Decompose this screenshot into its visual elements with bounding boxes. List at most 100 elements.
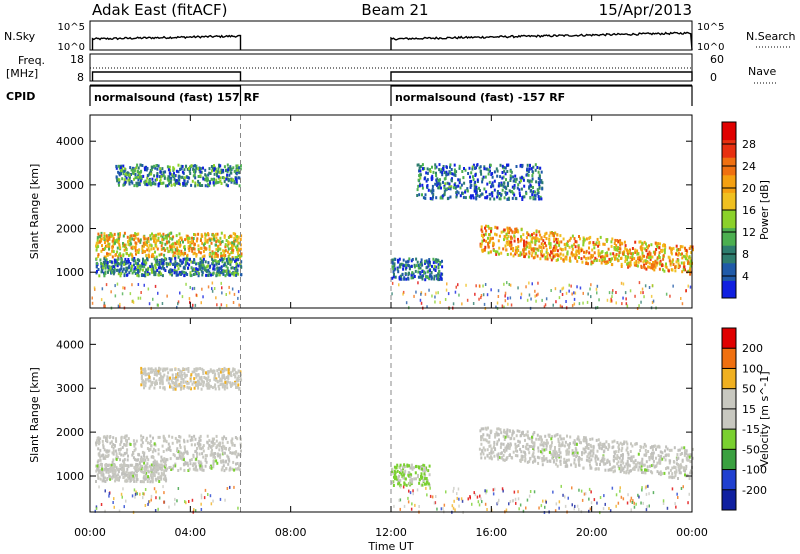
data-cell	[200, 462, 203, 466]
data-cell	[403, 482, 406, 486]
data-cell	[197, 459, 200, 463]
data-cell	[559, 444, 562, 448]
data-cell	[439, 262, 442, 266]
data-cell	[455, 193, 458, 197]
data-cell	[226, 440, 229, 444]
data-cell	[686, 258, 689, 262]
data-cell	[626, 446, 629, 450]
data-cell	[408, 271, 410, 275]
data-cell	[221, 374, 224, 378]
data-cell	[215, 434, 218, 438]
data-cell	[205, 454, 208, 458]
data-cell	[591, 437, 594, 441]
data-cell	[124, 286, 126, 290]
data-cell	[667, 269, 670, 273]
data-cell	[221, 436, 224, 440]
data-cell	[173, 454, 176, 458]
data-cell	[576, 259, 579, 263]
data-cell	[583, 255, 586, 259]
data-cell	[195, 465, 197, 469]
data-cell	[453, 171, 456, 175]
data-cell	[122, 172, 125, 176]
data-cell	[458, 166, 461, 170]
data-cell	[635, 442, 638, 446]
data-cell	[510, 243, 513, 247]
data-cell	[451, 172, 454, 176]
data-cell	[172, 263, 175, 266]
data-cell	[163, 437, 166, 441]
data-cell	[536, 237, 539, 241]
data-cell	[616, 239, 619, 242]
data-cell	[437, 263, 440, 267]
data-cell	[202, 243, 205, 247]
data-cell	[531, 191, 534, 194]
data-cell	[172, 387, 175, 391]
data-cell	[536, 247, 539, 251]
data-cell	[168, 445, 171, 449]
data-cell	[439, 170, 442, 174]
data-cell	[135, 458, 138, 462]
data-cell	[530, 179, 533, 183]
data-cell	[601, 442, 604, 446]
data-cell	[630, 252, 633, 256]
data-cell	[684, 469, 686, 473]
data-cell	[199, 377, 202, 381]
data-cell	[237, 241, 240, 245]
data-cell	[211, 448, 213, 452]
data-cell	[184, 375, 187, 379]
data-cell	[613, 242, 616, 245]
data-cell	[151, 270, 153, 274]
data-cell	[146, 257, 148, 261]
data-cell	[504, 166, 507, 170]
data-cell	[136, 258, 139, 262]
data-cell	[559, 289, 562, 293]
data-cell	[144, 274, 147, 278]
data-cell	[559, 247, 562, 251]
data-cell	[239, 377, 242, 380]
data-cell	[675, 252, 678, 256]
data-cell	[684, 246, 686, 250]
data-cell	[135, 250, 138, 254]
data-cell	[220, 255, 223, 258]
data-cell	[419, 176, 422, 180]
data-cell	[157, 266, 160, 270]
data-cell	[683, 446, 686, 450]
data-cell	[234, 232, 237, 236]
data-cell	[420, 472, 423, 476]
data-cell	[527, 447, 530, 451]
data-cell	[461, 170, 464, 173]
data-cell	[505, 457, 508, 461]
data-cell	[212, 462, 215, 466]
data-cell	[240, 252, 243, 256]
data-cell	[178, 374, 181, 378]
data-cell	[186, 461, 189, 465]
data-cell	[466, 189, 469, 193]
data-cell	[426, 178, 429, 182]
data-cell	[164, 460, 167, 464]
data-cell	[627, 255, 629, 259]
data-cell	[170, 468, 173, 471]
data-cell	[441, 171, 444, 174]
data-cell	[198, 264, 201, 268]
data-cell	[421, 193, 423, 197]
data-cell	[181, 373, 184, 377]
data-cell	[200, 466, 203, 470]
data-cell	[207, 232, 209, 236]
data-cell	[102, 446, 105, 449]
data-cell	[214, 372, 217, 376]
data-cell	[522, 178, 525, 182]
data-cell	[539, 443, 542, 447]
data-cell	[534, 247, 537, 251]
data-cell	[144, 381, 147, 385]
data-cell	[117, 255, 120, 259]
data-cell	[689, 260, 692, 264]
data-cell	[150, 247, 153, 251]
data-cell	[571, 292, 573, 296]
data-cell	[548, 253, 551, 257]
data-cell	[501, 188, 504, 192]
data-cell	[214, 181, 217, 185]
data-cell	[400, 277, 403, 281]
data-cell	[615, 291, 617, 294]
data-cell	[139, 468, 142, 472]
data-cell	[227, 240, 230, 244]
